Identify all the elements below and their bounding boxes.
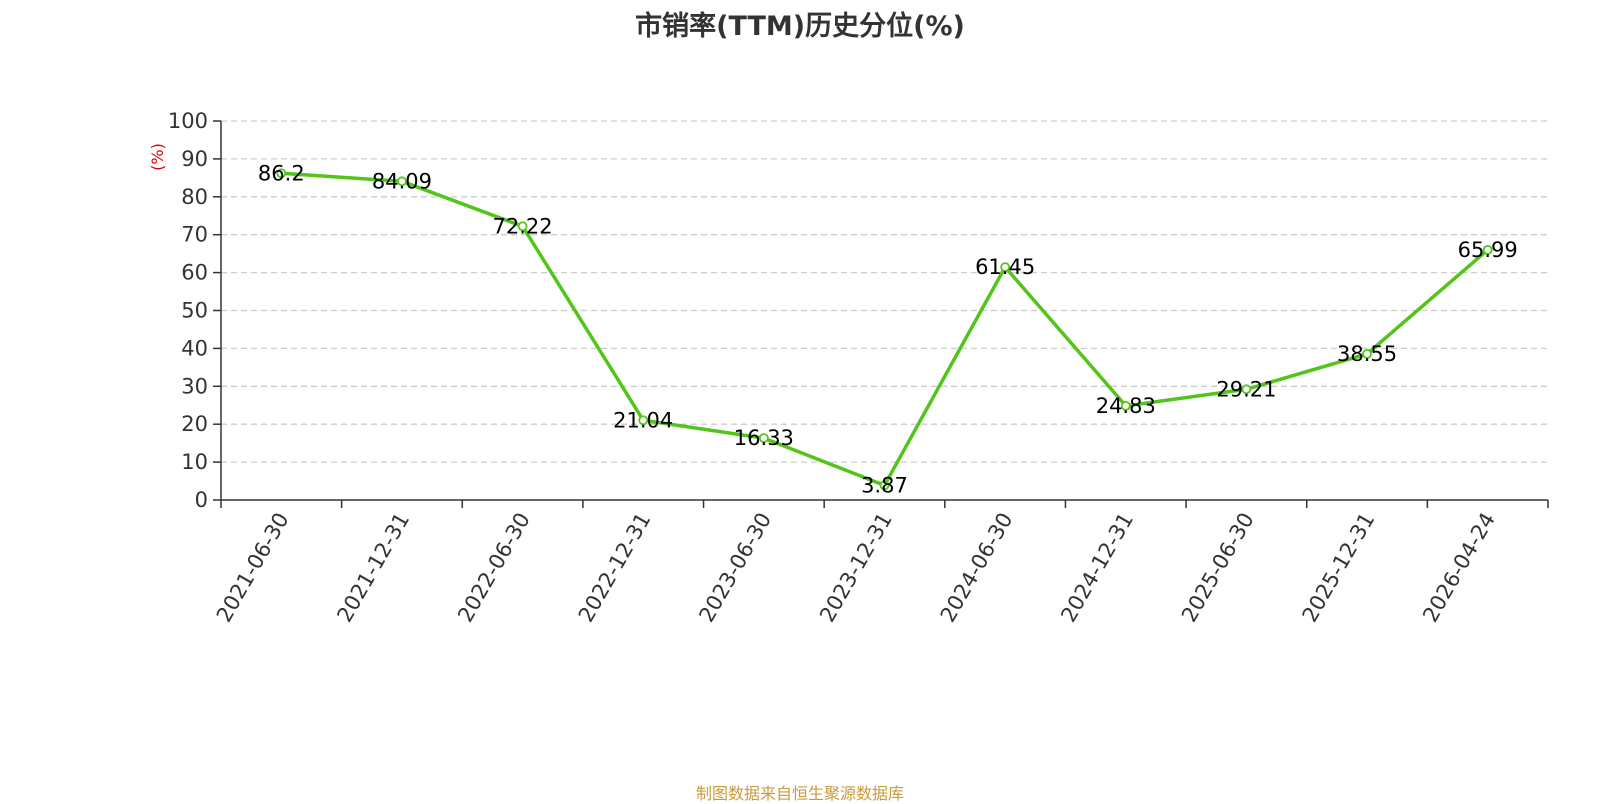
data-label: 61.45	[975, 255, 1035, 279]
y-axis-label: (%)	[148, 143, 167, 171]
x-tick-label: 2024-06-30	[936, 509, 1018, 627]
x-tick-label: 2025-12-31	[1298, 509, 1380, 627]
x-tick-label: 2023-12-31	[815, 509, 897, 627]
x-tick-label: 2022-06-30	[453, 509, 535, 627]
x-tick-label: 2022-12-31	[574, 509, 656, 627]
y-tick-label: 60	[181, 261, 208, 285]
data-label: 84.09	[372, 169, 432, 193]
data-point	[276, 168, 287, 179]
data-label: 24.83	[1096, 394, 1156, 418]
data-label: 21.04	[613, 408, 673, 432]
y-tick-label: 80	[181, 185, 208, 209]
x-tick-label: 2026-04-24	[1418, 509, 1500, 627]
data-point	[879, 480, 890, 491]
data-point	[638, 415, 649, 426]
data-point	[1000, 262, 1011, 273]
x-tick-label: 2021-06-30	[212, 509, 294, 627]
data-point	[517, 221, 528, 232]
data-point	[758, 433, 769, 444]
y-tick-label: 30	[181, 374, 208, 398]
y-tick-label: 70	[181, 223, 208, 247]
x-tick-label: 2023-06-30	[694, 509, 776, 627]
data-label: 65.99	[1458, 238, 1518, 262]
chart-title: 市销率(TTM)历史分位(%)	[635, 11, 965, 42]
source-note: 制图数据来自恒生聚源数据库	[695, 784, 904, 803]
data-point	[1482, 244, 1493, 255]
data-label: 38.55	[1337, 342, 1397, 366]
x-tick-label: 2025-06-30	[1177, 509, 1259, 627]
x-tick-label: 2024-12-31	[1056, 509, 1138, 627]
y-tick-label: 20	[181, 412, 208, 436]
data-label: 16.33	[734, 426, 794, 450]
y-tick-label: 100	[168, 109, 208, 133]
y-tick-label: 0	[195, 488, 208, 512]
data-label: 86.2	[258, 161, 305, 185]
y-tick-label: 40	[181, 336, 208, 360]
series-line	[281, 171, 1489, 488]
data-point	[1362, 348, 1372, 359]
y-tick-label: 10	[181, 450, 208, 474]
data-point	[397, 176, 407, 187]
data-point	[1241, 384, 1252, 395]
data-label: 3.87	[861, 473, 908, 497]
x-tick-label: 2021-12-31	[332, 509, 414, 627]
y-tick-label: 90	[181, 147, 208, 171]
data-point	[1120, 400, 1131, 411]
data-label: 29.21	[1216, 377, 1276, 401]
data-label: 72.22	[493, 214, 553, 238]
y-tick-label: 50	[181, 299, 208, 323]
